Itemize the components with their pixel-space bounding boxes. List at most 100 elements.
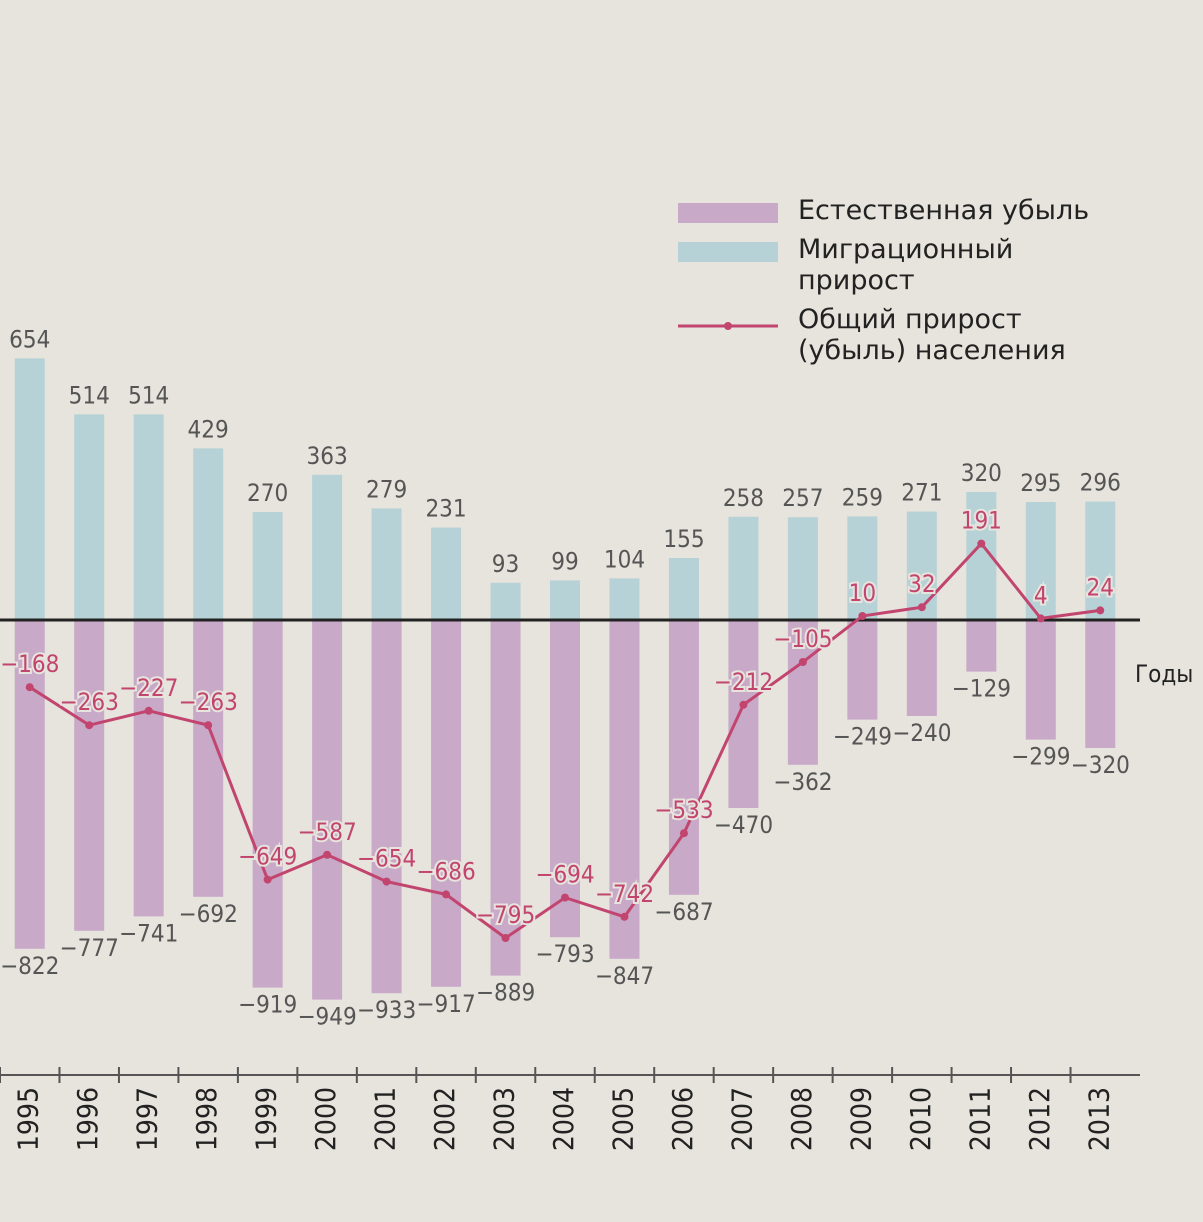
value-label: −949 xyxy=(297,1003,356,1031)
line-label: 10 xyxy=(849,579,876,607)
value-label: 259 xyxy=(842,483,883,511)
line-label: −795 xyxy=(476,901,535,929)
legend-swatch xyxy=(678,203,778,223)
value-label: −240 xyxy=(892,719,951,747)
line-label: 32 xyxy=(908,570,935,598)
legend-label: Естественная убыль xyxy=(798,195,1090,226)
x-tick-label: 2003 xyxy=(488,1087,521,1151)
value-label: 429 xyxy=(188,415,229,443)
x-tick-label: 1998 xyxy=(190,1087,223,1151)
value-label: −793 xyxy=(535,940,594,968)
x-tick-label: 2013 xyxy=(1082,1087,1115,1151)
value-label: −889 xyxy=(476,979,535,1007)
value-label: −320 xyxy=(1071,751,1130,779)
line-point xyxy=(561,893,569,902)
value-label: −249 xyxy=(833,723,892,751)
bar xyxy=(252,620,283,988)
value-label: 271 xyxy=(901,479,942,507)
line-label: −168 xyxy=(0,650,59,678)
bar xyxy=(74,620,105,931)
bar xyxy=(14,620,45,949)
bar xyxy=(966,620,997,672)
line-label: 24 xyxy=(1087,573,1114,601)
x-tick-label: 2011 xyxy=(963,1087,996,1151)
line-point xyxy=(323,850,332,859)
line-point xyxy=(977,539,986,548)
value-label: 363 xyxy=(307,442,348,470)
bar xyxy=(312,620,343,1000)
x-tick-label: 2007 xyxy=(725,1087,758,1151)
bar xyxy=(74,414,105,620)
line-label: 4 xyxy=(1034,581,1048,609)
line-point xyxy=(620,912,629,921)
value-label: 104 xyxy=(604,545,645,573)
line-point xyxy=(501,934,510,942)
bar xyxy=(550,620,580,938)
bar xyxy=(609,620,640,959)
line-label: −742 xyxy=(595,880,654,908)
line-point xyxy=(25,683,34,692)
bar xyxy=(193,620,224,897)
value-label: −470 xyxy=(714,811,773,839)
line-label: −227 xyxy=(119,674,178,702)
value-label: −919 xyxy=(238,991,297,1019)
line-label: −686 xyxy=(416,857,475,885)
value-label: −822 xyxy=(0,952,59,980)
x-tick-label: 2006 xyxy=(666,1087,699,1151)
value-label: 93 xyxy=(492,550,519,578)
value-label: 270 xyxy=(247,479,288,507)
line-point xyxy=(144,706,153,715)
line-point xyxy=(858,612,867,620)
value-label: −917 xyxy=(416,990,475,1018)
bar xyxy=(371,508,402,620)
line-point xyxy=(798,658,807,666)
legend-item: Миграционный прирост xyxy=(678,234,1098,296)
legend-item: Общий прирост (убыль) населения xyxy=(678,304,1098,366)
bar xyxy=(906,511,937,620)
line-point xyxy=(917,603,926,612)
legend-label: Общий прирост (убыль) населения xyxy=(798,304,1066,366)
x-tick-label: 2009 xyxy=(844,1087,877,1151)
bar xyxy=(550,580,580,620)
bar xyxy=(847,620,878,720)
value-label: 155 xyxy=(663,525,704,553)
value-label: 279 xyxy=(366,475,407,503)
line-point xyxy=(1096,606,1105,615)
value-label: 231 xyxy=(425,495,466,523)
line-point xyxy=(679,829,688,838)
value-label: −933 xyxy=(357,996,416,1024)
bar xyxy=(1085,501,1116,620)
x-tick-label: 1999 xyxy=(250,1087,283,1151)
bar xyxy=(252,512,283,620)
bar xyxy=(1085,620,1116,748)
bar xyxy=(847,516,878,620)
line-point xyxy=(739,700,748,709)
x-tick-label: 2010 xyxy=(904,1087,937,1151)
bar xyxy=(1025,620,1056,740)
value-label: −692 xyxy=(179,900,238,928)
bar xyxy=(906,620,937,716)
line-label: −654 xyxy=(357,845,416,873)
bar xyxy=(668,620,699,895)
bar xyxy=(371,620,402,994)
bar xyxy=(193,448,224,620)
x-tick-label: 2004 xyxy=(547,1087,580,1151)
x-tick-label: 1995 xyxy=(12,1087,45,1151)
value-label: 99 xyxy=(551,547,578,575)
value-label: −687 xyxy=(654,898,713,926)
x-axis-label: Годы xyxy=(1135,660,1193,688)
legend-item: Естественная убыль xyxy=(678,195,1098,226)
bar xyxy=(609,578,640,620)
bar xyxy=(668,558,699,620)
line-label: −105 xyxy=(773,625,832,653)
value-label: −299 xyxy=(1011,743,1070,771)
legend-swatch xyxy=(678,242,778,262)
bar xyxy=(728,620,759,808)
value-label: −777 xyxy=(60,934,119,962)
value-label: −847 xyxy=(595,962,654,990)
value-label: 295 xyxy=(1020,469,1061,497)
line-point xyxy=(1036,614,1045,623)
line-point xyxy=(442,890,451,899)
line-label: −263 xyxy=(179,688,238,716)
x-tick-label: 2005 xyxy=(606,1087,639,1151)
